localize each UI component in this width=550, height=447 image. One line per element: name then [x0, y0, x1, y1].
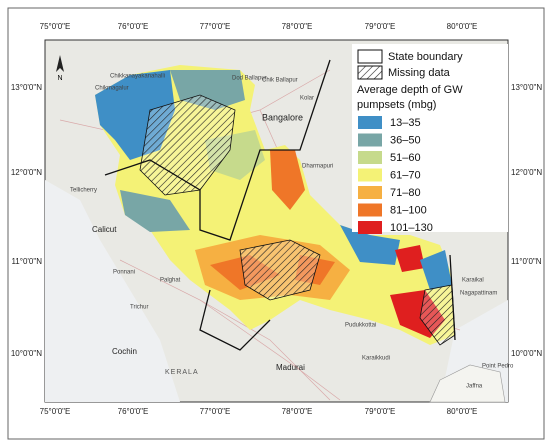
lat-label: 13°0'0"N — [11, 83, 42, 92]
place-label: Chikmagalur — [95, 86, 129, 92]
legend-label: 81–100 — [390, 204, 427, 216]
lon-label: 80°0'0"E — [447, 407, 478, 416]
legend-label: 51–60 — [390, 152, 421, 164]
sri-lanka — [429, 364, 506, 403]
missing-data — [139, 94, 236, 196]
lon-label: 78°0'0"E — [282, 22, 313, 31]
place-label: Dod Ballapur — [232, 76, 267, 82]
lon-label: 75°0'0"E — [40, 22, 71, 31]
lon-label: 79°0'0"E — [365, 407, 396, 416]
place-label: Pudukkottai — [345, 323, 376, 329]
place-label: Karaikkudi — [362, 356, 390, 362]
lon-label: 77°0'0"E — [200, 407, 231, 416]
place-label: Karaikal — [462, 278, 484, 284]
legend-label: 61–70 — [390, 169, 421, 181]
lat-label: 11°0'0"N — [511, 257, 542, 266]
place-label: Chikkanayakanahalli — [110, 74, 165, 80]
zone — [395, 245, 425, 272]
place-label: Madurai — [276, 363, 305, 372]
zone — [120, 190, 190, 232]
lat-label: 10°0'0"N — [11, 349, 42, 358]
place-label: Tellicherry — [70, 188, 97, 194]
legend-swatch — [358, 116, 382, 129]
zone — [420, 250, 452, 290]
legend-swatch — [358, 151, 382, 164]
lat-label: 11°0'0"N — [11, 257, 42, 266]
place-label: Cochin — [112, 347, 137, 356]
place-label: Bangalore — [262, 112, 303, 122]
legend-swatch — [358, 203, 382, 217]
lat-label: 13°0'0"N — [511, 83, 542, 92]
legend-label: State boundary — [388, 51, 463, 63]
legend-swatch — [358, 133, 382, 147]
place-label: Ponnani — [113, 270, 135, 276]
place-labels: Chikmagalur Chikkanayakanahalli Dod Ball… — [70, 74, 514, 390]
missing-data — [419, 284, 456, 346]
zone — [340, 225, 400, 265]
place-label: KERALA — [165, 369, 199, 376]
state-boundary — [104, 59, 456, 351]
legend: State boundary Missing data Average dept… — [352, 44, 508, 234]
lat-label: 12°0'0"N — [511, 168, 542, 177]
lon-label: 78°0'0"E — [282, 407, 313, 416]
place-label: Jaffna — [466, 384, 483, 390]
lat-label: 12°0'0"N — [11, 168, 42, 177]
legend-swatch — [357, 49, 383, 64]
sea — [45, 180, 180, 402]
lon-label: 76°0'0"E — [118, 22, 149, 31]
legend-swatch — [358, 221, 382, 234]
lat-label: 10°0'0"N — [511, 349, 542, 358]
lon-label: 75°0'0"E — [40, 407, 71, 416]
legend-label: Missing data — [388, 67, 451, 79]
legend-swatch — [357, 65, 383, 80]
legend-label: 13–35 — [390, 117, 421, 129]
missing-data — [239, 239, 321, 301]
legend-label: 71–80 — [390, 187, 421, 199]
legend-title: Average depth of GW — [357, 84, 463, 96]
legend-swatch — [358, 168, 382, 182]
place-label: Trichur — [130, 305, 148, 311]
place-label: Chik Ballapur — [262, 78, 298, 84]
place-label: Kolar — [300, 96, 314, 102]
legend-label: 36–50 — [390, 134, 421, 146]
svg-text:N: N — [57, 75, 62, 82]
lon-label: 76°0'0"E — [118, 407, 149, 416]
north-arrow: N — [56, 55, 64, 82]
zone — [270, 150, 305, 210]
legend-title: pumpsets (mbg) — [357, 99, 436, 111]
legend-swatch — [358, 186, 382, 199]
lon-label: 80°0'0"E — [447, 22, 478, 31]
place-label: Calicut — [92, 225, 117, 234]
place-label: Point Pedro — [482, 364, 514, 370]
place-label: Palghat — [160, 278, 181, 284]
lon-label: 79°0'0"E — [365, 22, 396, 31]
lon-label: 77°0'0"E — [200, 22, 231, 31]
place-label: Nagapattinam — [460, 291, 497, 297]
place-label: Dharmapuri — [302, 164, 333, 170]
legend-label: 101–130 — [390, 222, 433, 234]
